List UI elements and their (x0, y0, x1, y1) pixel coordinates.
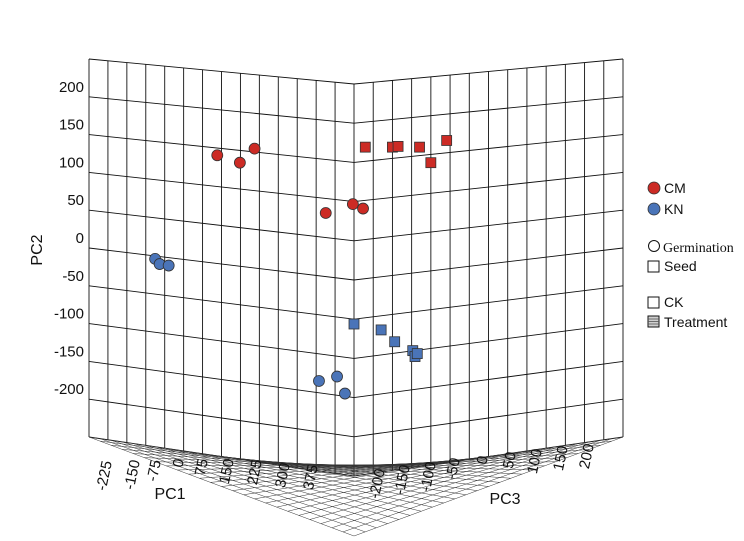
left-wall-hgrid (88, 323, 355, 359)
kn-germination-point (313, 375, 325, 387)
left-wall-hgrid (88, 247, 355, 281)
cm-germination-point (248, 142, 261, 155)
legend-treatment-label: Treatment (664, 314, 727, 330)
floor-gridline (320, 441, 590, 524)
left-wall-hgrid (88, 360, 355, 399)
pc3-tick-label: 0 (474, 454, 492, 466)
pc1-tick-labels: -225 -150 -75 0 75 150 225 300 375 (93, 457, 322, 492)
kn-germination-point (162, 259, 175, 272)
legend-ck-label: CK (664, 294, 684, 310)
pc1-tick-label: 150 (216, 457, 238, 485)
cm-germination-point (211, 149, 224, 162)
pc1-tick-label: 300 (272, 461, 294, 489)
cm-seed-point (414, 141, 425, 153)
left-wall-hgrid (88, 96, 355, 124)
pc3-tick-label: -50 (443, 456, 464, 481)
cm-seed-point (425, 157, 437, 169)
left-wall-hgrid (88, 134, 355, 163)
floor-gridline (342, 438, 612, 533)
cm-germination-point (357, 202, 369, 215)
kn-seed-point (411, 348, 423, 360)
legend: CM KN Germination Seed CK Treatment (647, 180, 734, 330)
cm-seed-point (392, 140, 404, 152)
right-wall-hgrid (353, 247, 624, 281)
cm-germination-point (319, 207, 332, 219)
left-wall-hgrid (88, 209, 355, 242)
floor-gridline (111, 440, 377, 528)
legend-ck-marker (647, 296, 660, 309)
cm-seed-point (441, 135, 453, 146)
legend-kn-label: KN (664, 201, 683, 217)
right-wall-hgrid (353, 96, 624, 124)
pc2-tick-label: -150 (54, 343, 84, 360)
pc1-tick-label: 0 (170, 457, 188, 469)
left-wall-hgrid (88, 285, 355, 320)
legend-kn-marker (647, 202, 661, 216)
pc2-tick-labels: 200 150 100 50 0 -50 -100 -150 -200 (54, 79, 84, 398)
left-wall-hgrid (88, 171, 355, 203)
kn-seed-point (389, 336, 401, 348)
pc2-tick-label: 50 (67, 192, 84, 209)
pc3-tick-label: 50 (500, 450, 520, 470)
right-wall-hgrid (353, 134, 624, 163)
pc1-tick-label: -225 (93, 459, 116, 492)
pc1-tick-label: -75 (144, 458, 165, 483)
pc2-tick-label: 150 (59, 117, 84, 134)
legend-germination-label: Germination (663, 241, 734, 256)
legend-cm-label: CM (664, 180, 686, 196)
right-wall-hgrid (353, 323, 624, 359)
pc3-tick-label: 200 (576, 442, 598, 470)
floor-gridline (99, 438, 366, 533)
pc2-tick-label: 0 (76, 230, 84, 247)
pc2-tick-label: -50 (62, 268, 84, 285)
cm-seed-point (359, 141, 371, 153)
pc1-tick-label: -150 (121, 458, 144, 491)
kn-seed-point (375, 324, 387, 336)
pc1-axis-title: PC1 (154, 486, 185, 503)
legend-seed-marker (647, 260, 660, 273)
pc2-tick-label: -100 (54, 306, 84, 323)
pc3-tick-label: 150 (550, 444, 572, 472)
pc2-tick-label: 200 (59, 79, 84, 96)
data-points (149, 135, 453, 400)
legend-treatment-marker (647, 315, 660, 328)
floor-gridline (309, 443, 579, 520)
pc3-tick-label: -100 (417, 460, 440, 493)
legend-seed-label: Seed (664, 258, 697, 274)
floor-gridline (353, 436, 624, 537)
legend-germination-marker (648, 240, 660, 252)
floor-gridline (88, 436, 355, 537)
pc3-tick-label: -200 (366, 467, 389, 500)
floor-gridline (331, 440, 601, 528)
pc3-tick-label: 100 (524, 447, 546, 475)
right-wall-hgrid (353, 209, 624, 242)
pc3-tick-labels: -200 -150 -100 -50 0 50 100 150 200 (366, 442, 598, 500)
cm-germination-point (233, 156, 246, 169)
right-wall-hgrid (353, 285, 624, 320)
kn-germination-point (331, 370, 343, 383)
right-wall-hgrid (353, 360, 624, 399)
pc2-axis-title: PC2 (29, 234, 46, 265)
floor-grid (88, 436, 624, 537)
pc1-tick-label: 225 (244, 458, 266, 486)
right-wall-hgrid (353, 171, 624, 203)
pc3-tick-label: -150 (391, 463, 414, 496)
pc1-tick-label: 375 (300, 463, 322, 491)
right-wall-hgrid (353, 398, 624, 438)
pc1-tick-label: 75 (192, 457, 212, 477)
floor-gridline (122, 441, 388, 524)
pc2-tick-label: 100 (59, 154, 84, 171)
pc2-tick-label: -200 (54, 381, 84, 398)
kn-seed-point (348, 318, 360, 330)
kn-germination-point (339, 387, 351, 400)
pc3-axis-title: PC3 (489, 491, 520, 508)
left-wall-hgrid (88, 398, 355, 438)
cm-germination-point (346, 198, 359, 211)
legend-cm-marker (647, 181, 661, 195)
floor-gridline (133, 443, 399, 520)
